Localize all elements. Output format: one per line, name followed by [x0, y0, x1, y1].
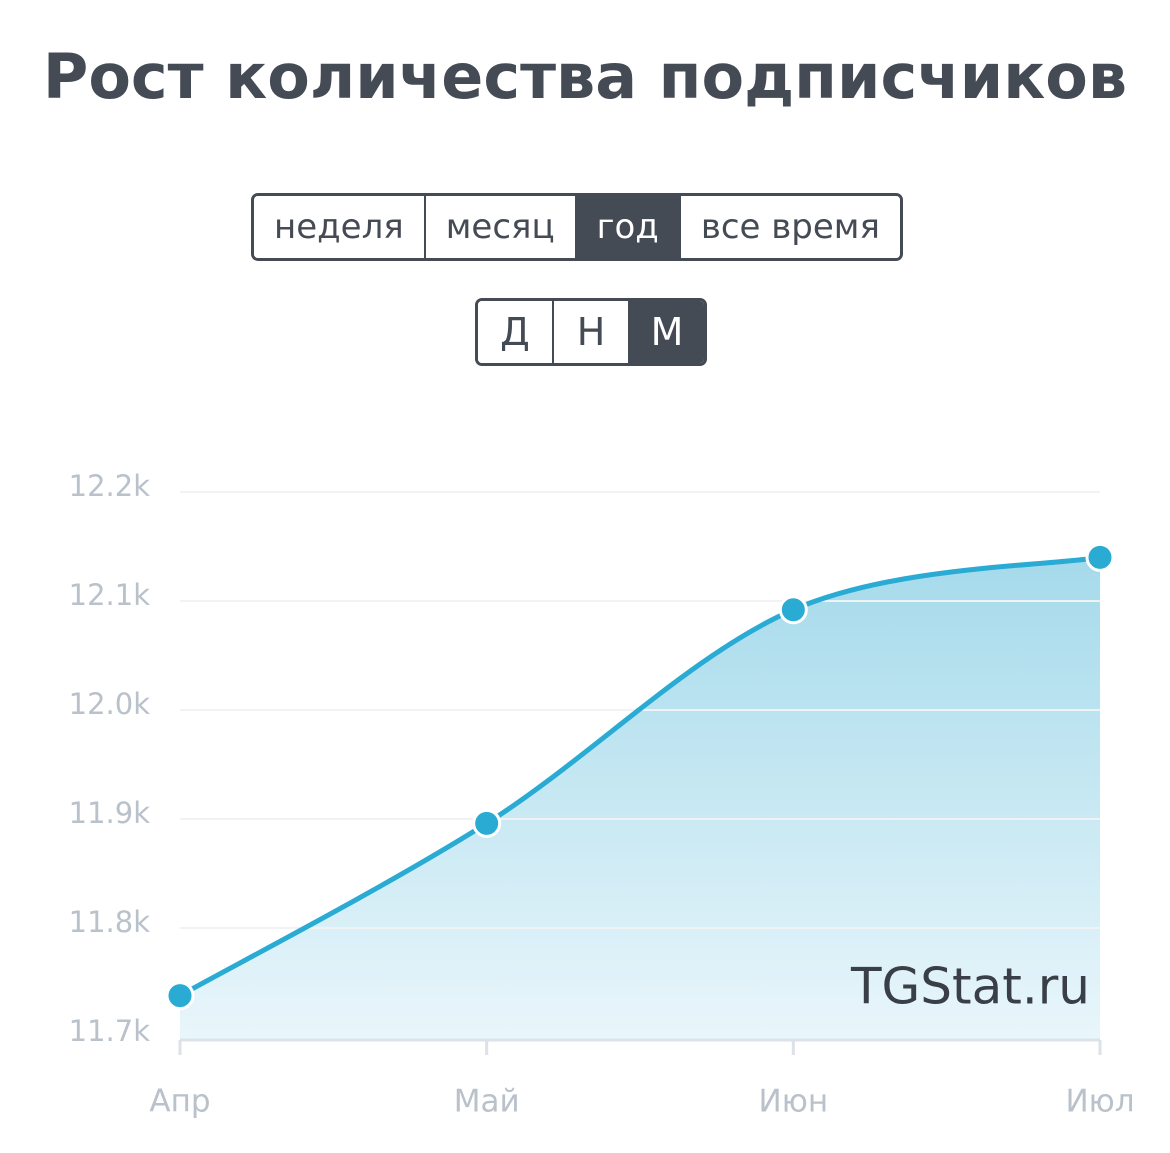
toggle-button[interactable]: М	[628, 301, 704, 363]
toggle-button[interactable]: Н	[552, 301, 628, 363]
y-tick-label: 12.1k	[69, 578, 151, 612]
x-tick-label: Май	[454, 1084, 520, 1120]
x-tick-label: Июн	[759, 1084, 829, 1120]
toggle-button[interactable]: Д	[478, 301, 552, 363]
point	[778, 595, 808, 625]
toggle-button[interactable]: месяц	[423, 196, 575, 258]
toggle-button[interactable]: неделя	[254, 196, 424, 258]
area	[180, 557, 1100, 1040]
toggle-button[interactable]: все время	[678, 196, 900, 258]
point	[1085, 542, 1115, 572]
y-tick-label: 11.8k	[69, 905, 151, 939]
watermark: TGStat.ru	[850, 958, 1090, 1016]
y-tick-label: 12.2k	[69, 469, 151, 503]
x-tick-label: Июл	[1065, 1084, 1134, 1120]
y-tick-label: 12.0k	[69, 687, 151, 721]
x-tick-label: Апр	[149, 1084, 210, 1120]
page-title: Рост количества подписчиков	[42, 40, 1128, 113]
y-tick-label: 11.9k	[69, 796, 151, 830]
period-switch: неделя месяц год все время	[251, 193, 903, 261]
point	[472, 808, 502, 838]
y-tick-label: 11.7k	[69, 1014, 151, 1048]
point	[165, 981, 195, 1011]
toggle-button[interactable]: год	[574, 196, 679, 258]
line	[178, 554, 1101, 998]
